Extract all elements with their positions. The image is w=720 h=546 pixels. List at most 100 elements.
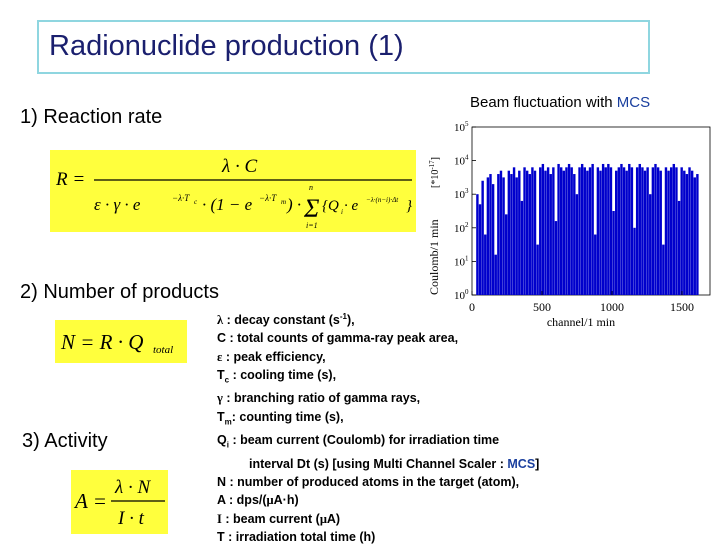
bar xyxy=(662,244,665,295)
legend-l1-end: ), xyxy=(346,313,355,328)
number-main: N = R · Q xyxy=(60,330,143,354)
title-box: Radionuclide production (1) xyxy=(37,20,650,74)
bar xyxy=(525,170,529,295)
rate-den-a: ε · γ · e xyxy=(94,195,141,214)
bar xyxy=(497,174,500,295)
number-formula-svg: N = R · Q total xyxy=(60,330,173,356)
bar xyxy=(641,167,644,295)
legend-l4-a: T xyxy=(217,367,225,382)
bar xyxy=(502,177,505,295)
legend-l1-exp: -1 xyxy=(339,312,347,321)
bar xyxy=(531,167,534,295)
bar xyxy=(580,163,584,295)
y-axis-unit-group: [*10-17] xyxy=(428,157,441,188)
bar xyxy=(594,234,597,295)
page-title: Radionuclide production (1) xyxy=(49,30,404,62)
bar xyxy=(646,167,649,295)
bar xyxy=(633,227,636,295)
bar xyxy=(635,167,639,295)
number-sub: total xyxy=(153,344,173,356)
bar xyxy=(654,163,657,295)
legend-l6-text: : counting time (s), xyxy=(231,409,344,424)
chart-title: Beam fluctuation with MCS xyxy=(470,94,650,111)
lambda-symbol: λ xyxy=(217,313,224,328)
bar xyxy=(617,167,621,295)
bar xyxy=(588,167,592,295)
legend-l5-text: : branching ratio of gamma rays, xyxy=(222,391,421,406)
y-axis-label: Coulomb/1 min xyxy=(427,219,441,295)
bar xyxy=(685,174,689,295)
bar xyxy=(688,167,691,295)
activity-formula-svg: A = λ · N I · t xyxy=(73,477,165,529)
chart-title-text: Beam fluctuation with xyxy=(470,94,617,111)
legend-line-6: Tm: counting time (s), xyxy=(217,408,539,432)
bar xyxy=(651,167,655,295)
legend-l8-text: interval Dt (s) [using Multi Channel Sca… xyxy=(249,457,508,472)
bar xyxy=(675,167,678,295)
bar xyxy=(481,180,484,295)
x-tick-label: 0 xyxy=(469,300,475,314)
mu-symbol: μ xyxy=(266,493,274,508)
legend-l4-text: : cooling time (s), xyxy=(229,367,337,382)
legend-l8-end: ] xyxy=(535,457,540,472)
y-unit-end: ] xyxy=(430,157,441,160)
bar xyxy=(696,174,699,295)
bar xyxy=(586,170,589,295)
y-tick-label: 102 xyxy=(454,221,469,235)
bar xyxy=(643,170,647,295)
bar xyxy=(599,170,602,295)
bar xyxy=(499,170,503,295)
bar xyxy=(630,167,634,295)
gamma-symbol: γ xyxy=(217,391,223,406)
legend-line-2: C : total counts of gamma-ray peak area, xyxy=(217,331,459,346)
y-axis-unit: [*10-17] xyxy=(428,157,441,188)
bar xyxy=(615,170,618,295)
legend-line-11: I : beam current (μA) xyxy=(217,510,539,528)
reaction-rate-formula: R = λ · C ε · γ · e −λ·T c · (1 − e −λ·T… xyxy=(50,150,416,232)
bar xyxy=(669,167,673,295)
activity-denominator: I · t xyxy=(117,508,145,529)
bar xyxy=(512,167,516,295)
legend-l10-a: A : dps/( xyxy=(217,493,267,508)
epsilon-symbol: ε xyxy=(217,349,223,364)
legend-l11-c: A) xyxy=(326,511,341,526)
bar xyxy=(573,174,576,295)
rate-numerator: λ · C xyxy=(221,156,257,177)
y-tick-label: 104 xyxy=(454,154,469,168)
bar xyxy=(591,163,594,295)
bar xyxy=(578,167,581,295)
bar xyxy=(609,167,613,295)
bar xyxy=(494,254,497,295)
bar xyxy=(546,167,550,295)
beam-fluctuation-chart: Coulomb/1 min [*10-17] 10010110210310410… xyxy=(427,120,711,329)
bar xyxy=(607,163,610,295)
bar xyxy=(523,167,526,295)
bar xyxy=(505,214,508,295)
bar xyxy=(489,174,492,295)
legend-l7-text: : beam current (Coulomb) for irradiation… xyxy=(228,433,500,448)
bar xyxy=(484,234,487,295)
sum-lower: i=1 xyxy=(306,221,318,230)
legend-l1-text: : decay constant (s xyxy=(223,313,340,328)
y-tick-label: 101 xyxy=(454,254,469,268)
y-tick-label: 100 xyxy=(454,288,469,302)
bar xyxy=(680,167,683,295)
reaction-rate-formula-svg: R = λ · C ε · γ · e −λ·T c · (1 − e −λ·T… xyxy=(55,156,412,230)
legend-l10-b: A·h) xyxy=(273,493,299,508)
mu-symbol-2: μ xyxy=(319,511,327,526)
legend-line-8: interval Dt (s) [using Multi Channel Sca… xyxy=(217,455,539,473)
bar xyxy=(541,163,545,295)
bar xyxy=(625,170,628,295)
bar xyxy=(552,167,555,295)
legend-l6-a: T xyxy=(217,409,225,424)
y-ticks-group: 100 101 102 103 104 105 xyxy=(454,120,476,302)
heading-number-of-products: 2) Number of products xyxy=(20,281,219,303)
bar xyxy=(693,177,696,295)
bar xyxy=(649,194,652,295)
bar xyxy=(583,167,586,295)
bar xyxy=(528,174,531,295)
legend-l7-sub: i xyxy=(226,440,229,450)
rate-den-b-sub: m xyxy=(281,198,286,206)
bar xyxy=(565,167,568,295)
bar xyxy=(560,167,563,295)
